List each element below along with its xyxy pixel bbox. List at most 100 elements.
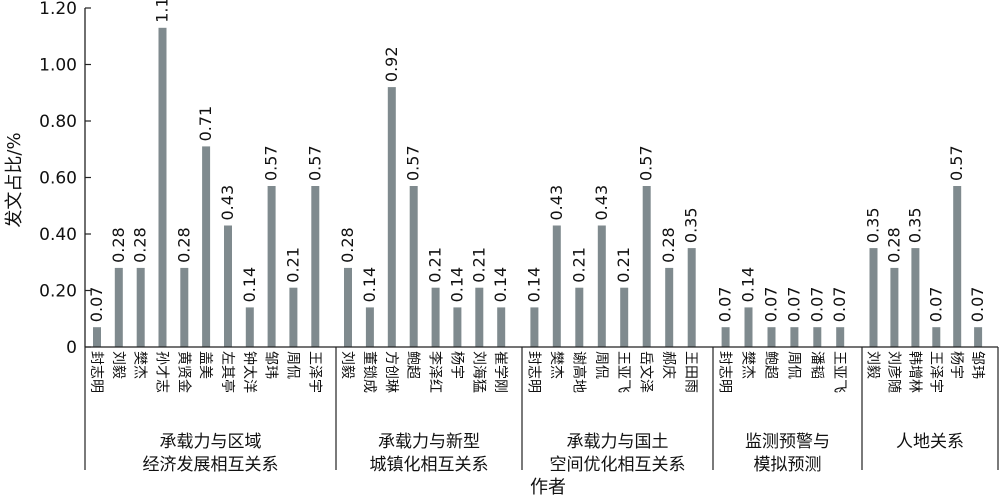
category-label: 封志明 [525, 351, 541, 393]
category-label: 韩增林 [906, 351, 922, 393]
bar [158, 27, 167, 348]
category-label: 盖美 [197, 351, 213, 379]
bar-value-label: 0.92 [382, 46, 401, 82]
bar [552, 225, 561, 347]
bar-value-label: 0.14 [491, 267, 510, 303]
bar-value-label: 0.07 [807, 287, 826, 323]
category-label: 崔学刚 [492, 351, 508, 393]
bar-value-label: 0.43 [592, 185, 611, 221]
bar [180, 267, 189, 347]
bar-value-label: 0.57 [947, 145, 966, 181]
category-label: 鲍超 [763, 351, 779, 379]
category-label: 樊杰 [740, 351, 756, 379]
bar-value-label: 0.14 [739, 267, 758, 303]
category-label: 方创琳 [383, 351, 399, 393]
bar-value-label: 0.28 [109, 227, 128, 263]
bar-value-label: 0.43 [547, 185, 566, 221]
bar-value-label: 0.07 [968, 287, 987, 323]
value-labels-layer: 0.070.28 0.281.130.280.710.430.140.570.21… [87, 0, 987, 322]
bar [890, 267, 899, 347]
bar [620, 287, 629, 347]
category-label: 周侃 [593, 351, 609, 379]
bar-value-label: 0.14 [447, 267, 466, 303]
category-label: 邹玮 [263, 351, 279, 379]
category-label: 王亚飞 [615, 351, 631, 393]
bar-value-label: 0.28 [131, 227, 150, 263]
category-label: 孙才志 [154, 351, 170, 393]
bar [869, 248, 878, 347]
group-label: 承载力与新型 [378, 432, 480, 452]
bar-value-label: 0.07 [716, 287, 735, 323]
bar [224, 225, 232, 347]
bar [813, 327, 822, 347]
bar-value-label: 0.21 [469, 247, 488, 283]
bar-value-label: 0.35 [864, 207, 883, 243]
group-label: 空间优化相互关系 [550, 455, 686, 475]
bar-value-label: 0.28 [659, 227, 678, 263]
bar-value-label: 0.28 [338, 227, 357, 263]
bar [202, 146, 211, 347]
bar [267, 186, 276, 347]
x-axis [84, 346, 999, 470]
bar [836, 327, 845, 347]
group-label: 监测预警与 [745, 432, 830, 452]
bar [311, 186, 320, 347]
bar-value-label: 0.57 [637, 145, 656, 181]
category-label: 刘彦随 [885, 351, 901, 393]
group-label: 经济发展相互关系 [143, 455, 279, 475]
bar [953, 186, 962, 347]
bar-value-label: 0.28 [884, 227, 903, 263]
bar [790, 327, 799, 347]
bar [530, 307, 539, 347]
category-label: 邹玮 [969, 351, 985, 379]
bar [431, 287, 440, 347]
bar-value-label: 0.21 [283, 247, 302, 283]
y-tick-label: 0 [66, 338, 77, 358]
bar [767, 327, 776, 347]
bar [114, 267, 123, 347]
category-label: 左其亭 [219, 351, 236, 393]
category-label: 刘毅 [339, 351, 356, 379]
category-label: 董锁成 [361, 351, 377, 393]
category-label: 黄贤金 [175, 351, 192, 393]
category-label: 王泽宇 [306, 351, 322, 393]
category-label: 岳文泽 [638, 351, 654, 393]
y-axis: 0 0.20 0.40 0.60 0.80 1.00 1.20 [39, 0, 91, 358]
category-label: 樊杰 [132, 351, 148, 379]
y-tick-label: 0.80 [39, 112, 77, 132]
category-label: 封志明 [88, 351, 104, 393]
bar-value-label: 0.14 [240, 267, 259, 303]
y-axis-title: 发文占比/% [4, 132, 25, 227]
bar-value-label: 0.07 [926, 287, 945, 323]
y-tick-label: 1.00 [39, 56, 77, 76]
bar [597, 225, 606, 347]
y-tick-label: 1.20 [39, 0, 77, 19]
category-label: 李泽红 [427, 351, 443, 393]
category-label: 王田雨 [683, 351, 699, 393]
bar-value-label: 0.07 [830, 287, 849, 323]
category-label: 杨宇 [448, 351, 464, 379]
bar [136, 267, 145, 347]
category-label: 周侃 [785, 351, 801, 379]
bar-value-label: 0.21 [426, 247, 445, 283]
category-label: 王亚飞 [831, 351, 847, 393]
bar-value-label: 0.07 [784, 287, 803, 323]
y-tick-label: 0.60 [39, 169, 77, 189]
bar [497, 307, 506, 347]
bar-value-label: 0.07 [762, 287, 781, 323]
bar-value-label: 0.14 [360, 267, 379, 303]
bar [344, 267, 352, 347]
bar [932, 327, 941, 347]
bar-value-label: 0.57 [305, 145, 324, 181]
y-tick-label: 0.20 [39, 282, 77, 302]
bar-value-label: 0.21 [614, 247, 633, 283]
category-label: 潘韬 [808, 351, 824, 379]
bar [721, 327, 730, 347]
bar-value-label: 0.07 [87, 287, 106, 323]
bar [289, 287, 298, 347]
group-label: 城镇化相互关系 [370, 455, 489, 475]
bars-layer [93, 27, 983, 348]
category-label: 郝庆 [660, 351, 676, 379]
